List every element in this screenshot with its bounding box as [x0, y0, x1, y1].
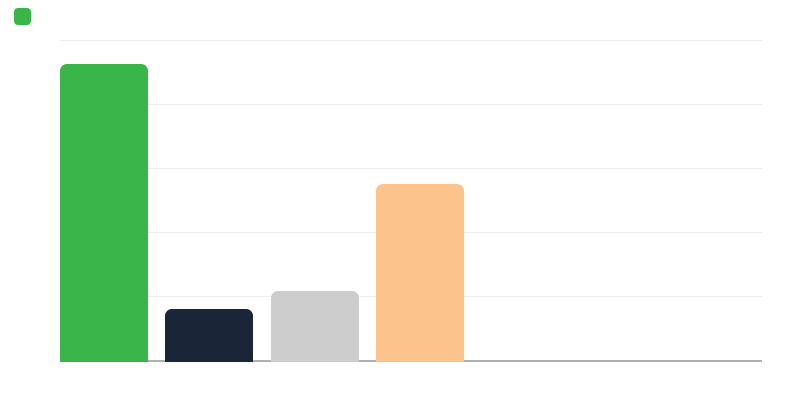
dark-navy-bar	[165, 308, 254, 362]
gridline	[60, 104, 762, 105]
light-gray-bar	[270, 291, 359, 362]
legend-swatch[interactable]	[14, 8, 31, 25]
gridline	[60, 40, 762, 41]
gridline	[60, 168, 762, 169]
green-bar	[60, 64, 148, 362]
orange-bar	[375, 184, 464, 362]
